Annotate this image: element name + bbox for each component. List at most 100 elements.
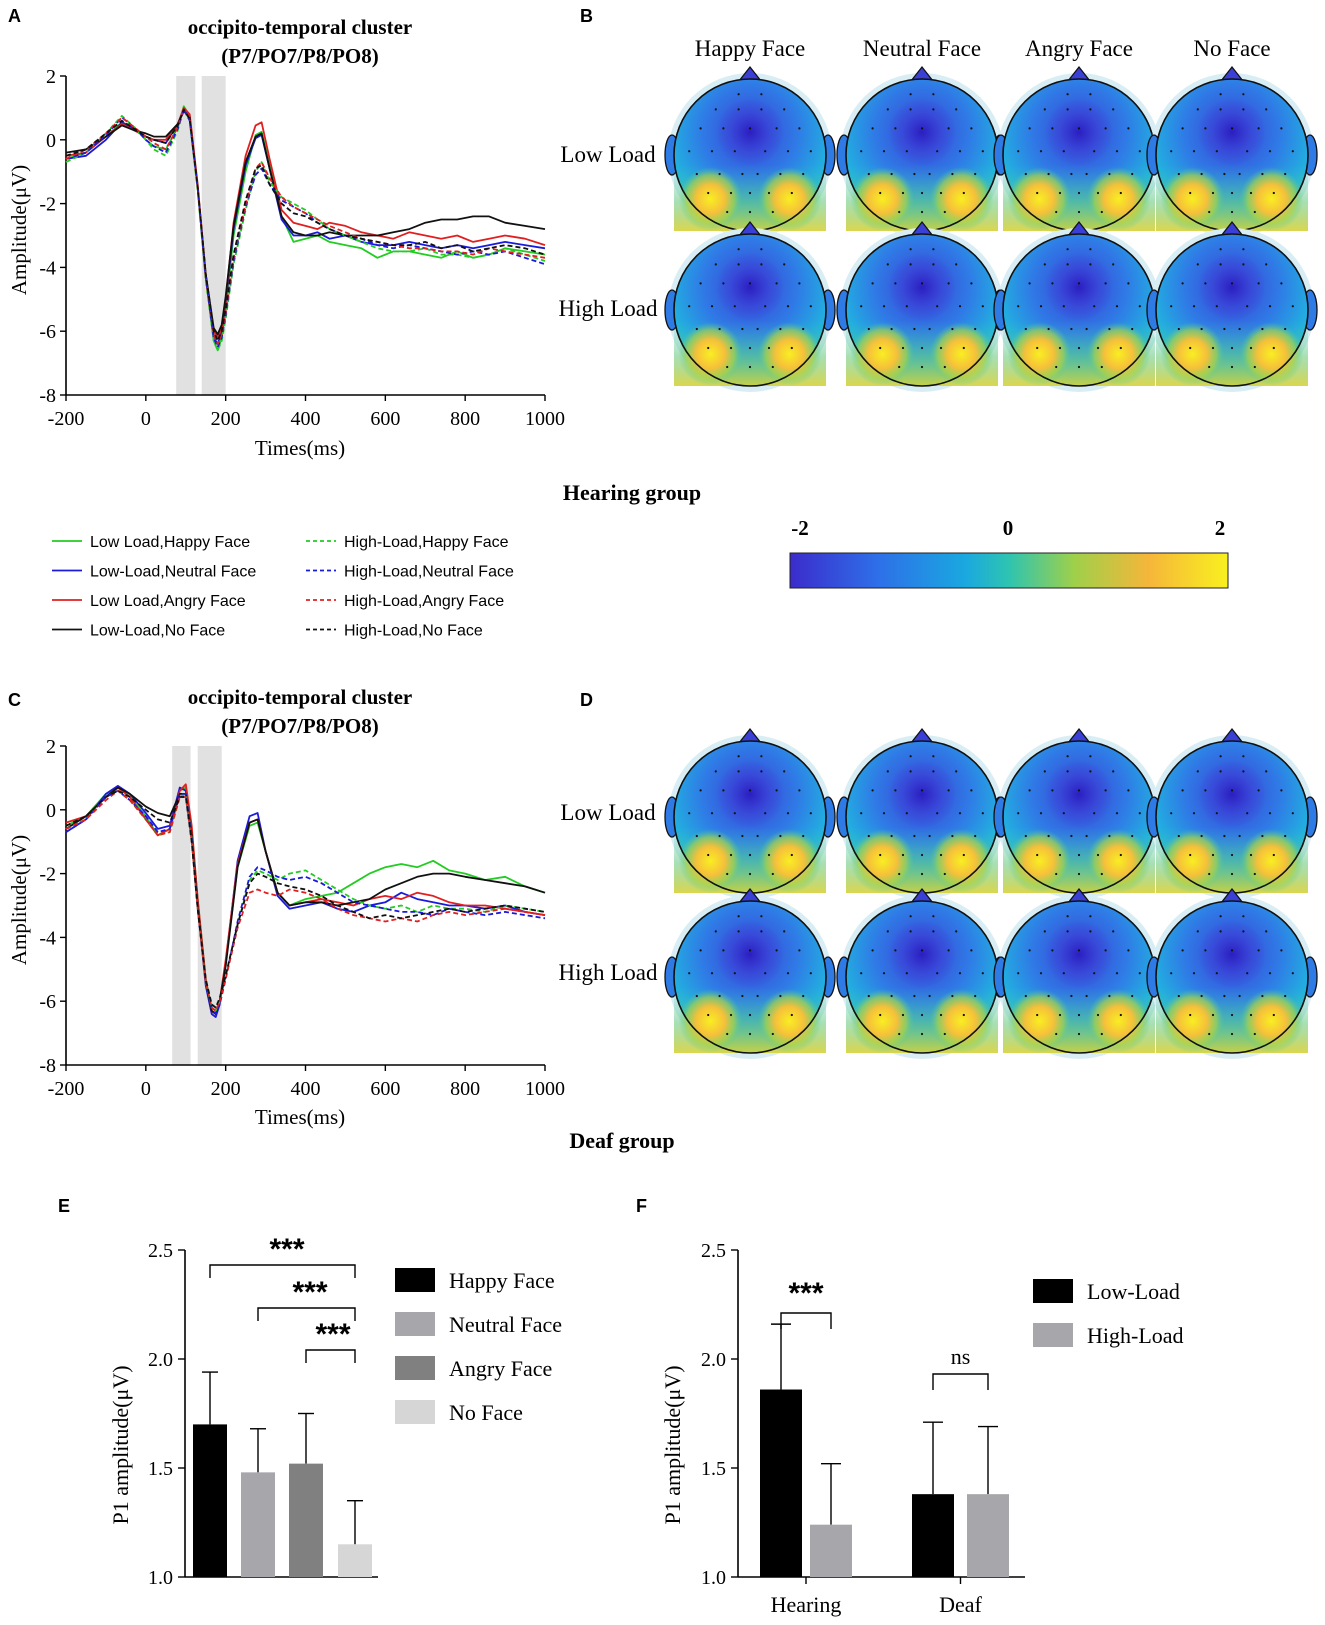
- topomap-electrode: [1208, 872, 1211, 876]
- topomap: [993, 727, 1165, 899]
- topomap-electrode: [1066, 915, 1069, 918]
- topomap-electrode: [1242, 770, 1245, 773]
- topomap-electrode: [1238, 327, 1241, 331]
- significance: *** *** ***: [209, 1233, 356, 1363]
- topomap-electrode: [1058, 346, 1062, 350]
- topomap-electrode: [894, 127, 897, 130]
- topomap-electrode: [737, 108, 740, 111]
- legend-label-2: Low Load,Angry Face: [90, 593, 246, 610]
- column-label-neutral-face: Neutral Face: [863, 36, 981, 61]
- topomap-electrode: [695, 327, 698, 331]
- topomap-electrode: [1131, 834, 1134, 838]
- topomap-electrode: [901, 1013, 905, 1017]
- topomap-electrode: [1077, 853, 1081, 857]
- topomap-electrode: [733, 150, 736, 153]
- topomap-electrode: [1089, 915, 1092, 918]
- topomap-electrode: [879, 1013, 882, 1017]
- legend-swatch-0: [395, 1268, 435, 1292]
- topomap-electrode: [920, 282, 924, 285]
- topomap-electrode: [936, 305, 939, 308]
- topomap-electrode: [741, 172, 744, 176]
- topomap-electrode: [756, 994, 759, 998]
- topomap-electrode: [1119, 346, 1122, 350]
- topomap-electrode: [1242, 755, 1245, 758]
- topomap-electrode: [879, 346, 882, 350]
- topomap-electrode: [1211, 346, 1215, 350]
- topomap-right-positive: [1086, 989, 1151, 1053]
- topomap-electrode: [981, 150, 984, 153]
- series-line-3: [65, 110, 546, 336]
- topomap-electrode: [1261, 172, 1264, 176]
- topomap-electrode: [748, 1013, 752, 1017]
- significance-bracket-0: [209, 1264, 356, 1278]
- topomap-electrode: [1230, 191, 1234, 195]
- legend-label-4: High-Load,Happy Face: [344, 534, 509, 551]
- topomap-electrode: [1066, 248, 1069, 251]
- topomap-electrode: [1119, 191, 1122, 195]
- topomap-electrode: [1096, 191, 1100, 195]
- panel-label-d: D: [580, 690, 593, 710]
- topomap-electrode: [1280, 789, 1283, 792]
- topomap-electrode: [783, 770, 786, 773]
- topomap-electrode: [1204, 127, 1207, 130]
- topomap-electrode: [920, 1013, 924, 1017]
- topomap-electrode: [1200, 994, 1203, 998]
- topomap-electrode: [1108, 172, 1111, 176]
- significance-label-0: ***: [269, 1233, 304, 1266]
- topomap-electrode: [1024, 994, 1027, 998]
- topomap-electrode: [779, 994, 782, 998]
- topomap-electrode: [901, 191, 905, 195]
- topomap-negative: [887, 760, 957, 829]
- topomap-electrode: [1196, 263, 1199, 266]
- topomap-electrode: [1261, 834, 1264, 838]
- series-line-1: [65, 785, 546, 1018]
- topomap-electrode: [1238, 994, 1241, 998]
- topomap-electrode: [1017, 150, 1020, 153]
- topomap-electrode: [748, 1032, 752, 1036]
- topomap-electrode: [1230, 853, 1234, 857]
- topomap-electrode: [909, 915, 912, 918]
- y-tick-label: -8: [39, 385, 56, 407]
- topomap-electrode: [860, 150, 863, 153]
- topomap: [664, 220, 836, 392]
- x-axis-label: Times(ms): [255, 436, 345, 460]
- topomap-electrode: [1028, 789, 1031, 792]
- topomap-electrode: [767, 191, 771, 195]
- topomap-electrode: [909, 770, 912, 773]
- x-tick-label: 200: [211, 1078, 241, 1100]
- topomap-electrode: [748, 872, 752, 876]
- topomap-electrode: [760, 915, 763, 918]
- topomap-electrode: [1257, 282, 1260, 285]
- topomap-electrode: [748, 346, 752, 350]
- series-line-7: [65, 789, 546, 1009]
- topomap-electrode: [707, 191, 710, 195]
- topomap-electrode: [767, 853, 771, 857]
- colorbar-tick-max: 2: [1215, 516, 1226, 540]
- topomap-electrode: [1119, 1013, 1122, 1017]
- topomap-electrode: [1204, 282, 1207, 285]
- legend-label-6: High-Load,Angry Face: [344, 593, 504, 610]
- topomap-electrode: [920, 210, 924, 214]
- topomap-electrode: [695, 834, 698, 838]
- topomap-electrode: [958, 150, 962, 153]
- topomap-electrode: [1208, 1032, 1211, 1036]
- shaded-window-0: [176, 76, 196, 395]
- topomap-electrode: [1170, 972, 1173, 975]
- topomap-electrode: [1257, 949, 1260, 952]
- topomap-electrode: [1024, 834, 1027, 838]
- topomap-electrode: [1211, 191, 1215, 195]
- topomap-electrode: [1208, 210, 1211, 214]
- topomap-electrode: [1230, 282, 1234, 285]
- topomap-electrode: [1115, 150, 1119, 153]
- topomap-electrode: [1249, 346, 1253, 350]
- legend-swatch-0: [1033, 1279, 1073, 1303]
- topomap-electrode: [695, 172, 698, 176]
- topomap-electrode: [1077, 1032, 1081, 1036]
- topomap-electrode: [1181, 127, 1184, 130]
- topomap-electrode: [1070, 327, 1073, 331]
- topomap-electrode: [1062, 972, 1065, 975]
- topomap-electrode: [958, 812, 962, 815]
- topomap-electrode: [909, 755, 912, 758]
- series-line-1: [65, 108, 546, 345]
- topomap-electrode: [1246, 972, 1249, 975]
